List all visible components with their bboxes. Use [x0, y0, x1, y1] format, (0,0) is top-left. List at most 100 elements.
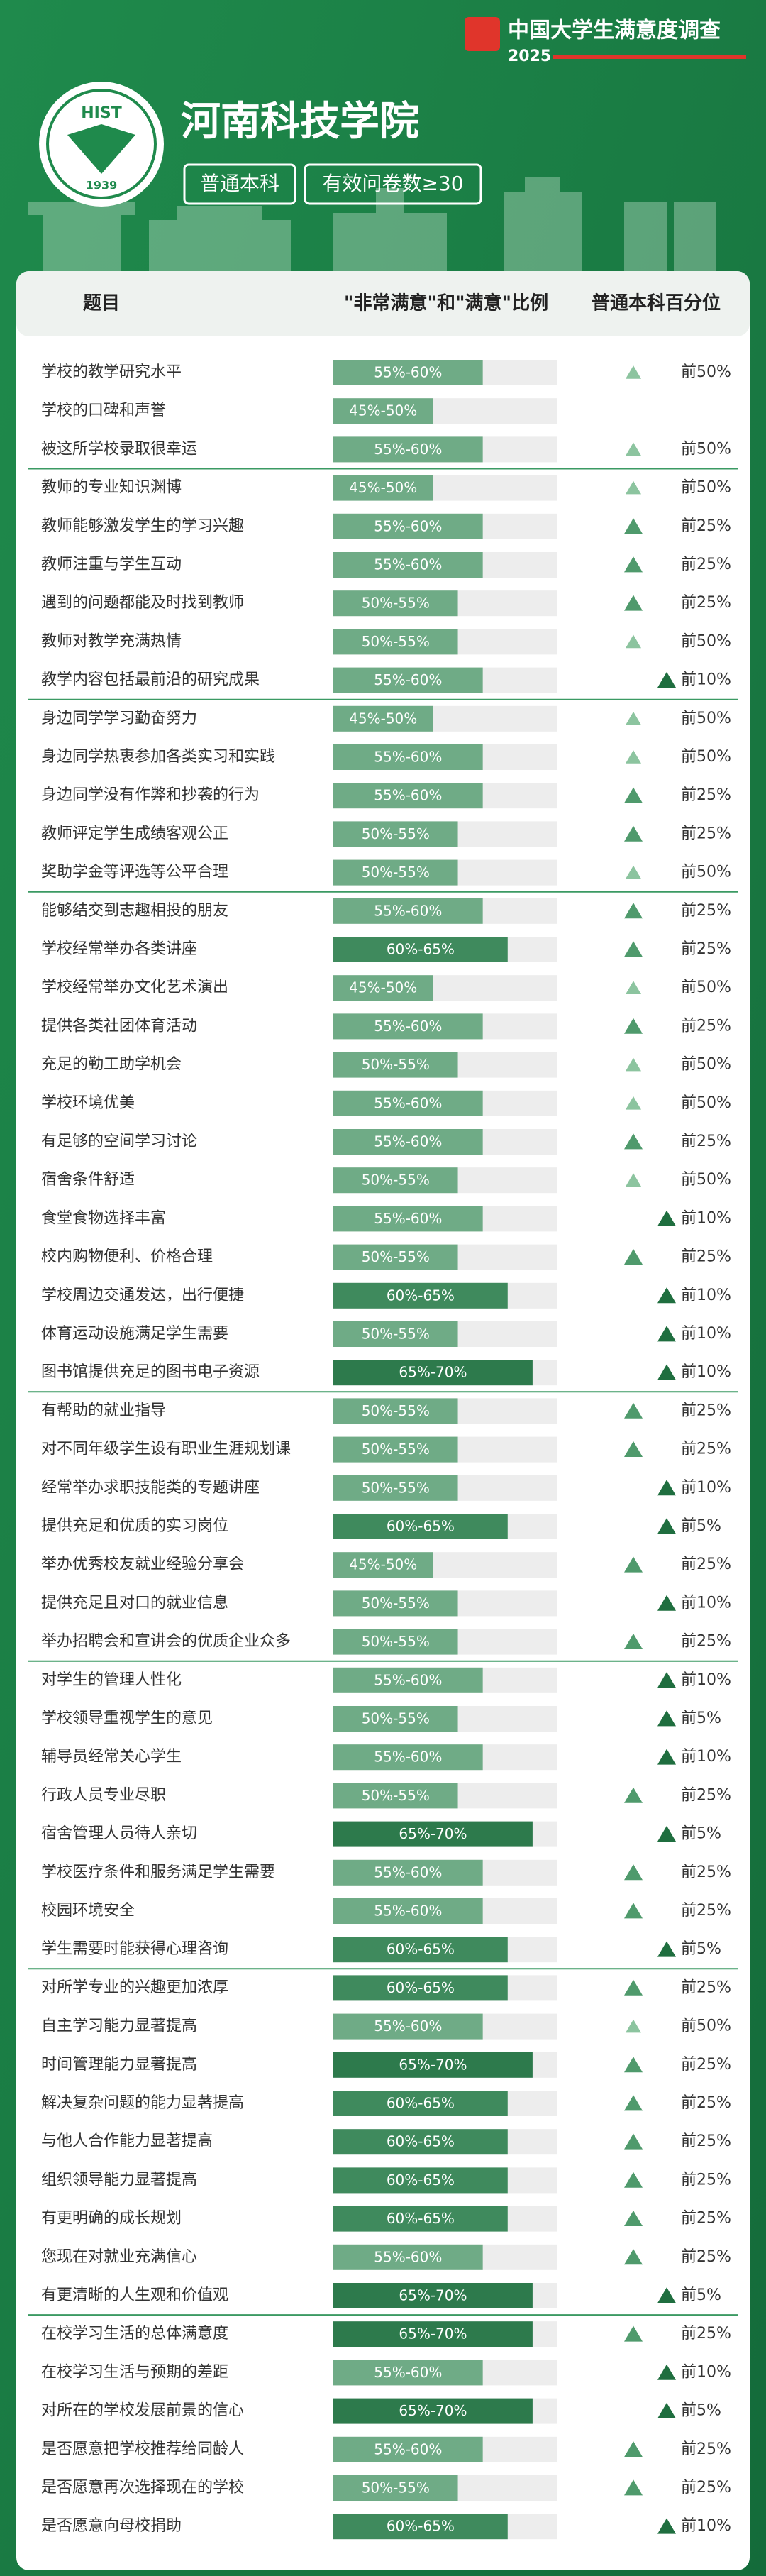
bar-label: 55%-60% — [374, 2248, 442, 2265]
rank-marker — [626, 981, 641, 994]
bar — [333, 1667, 483, 1693]
item-label: 教学内容包括最前沿的研究成果 — [41, 671, 260, 689]
bar — [333, 821, 458, 847]
rank-marker — [626, 634, 641, 649]
bar — [333, 1898, 483, 1924]
rank-marker — [624, 2325, 643, 2342]
rank-marker — [657, 1595, 676, 1611]
bar — [333, 2244, 483, 2270]
bar — [333, 513, 483, 539]
column-header: 普通本科百分位 — [592, 292, 721, 314]
bar-label: 55%-60% — [374, 517, 442, 534]
rank-label: 前10% — [681, 1594, 731, 1612]
column-header: 题目 — [83, 293, 120, 314]
bar-label: 55%-60% — [374, 787, 442, 804]
item-label: 是否愿意再次选择现在的学校 — [41, 2479, 244, 2497]
rank-label: 前25% — [681, 1402, 731, 1419]
bar — [333, 1859, 483, 1886]
rank-label: 前25% — [681, 2132, 731, 2150]
bar — [333, 1013, 483, 1040]
rank-label: 前25% — [681, 1633, 731, 1651]
rank-label: 前50% — [681, 363, 731, 381]
rank-label: 前25% — [681, 1902, 731, 1920]
bar — [333, 1206, 483, 1232]
bar-label: 50%-55% — [362, 1248, 430, 1265]
item-label: 宿舍条件舒适 — [41, 1171, 135, 1189]
rank-label: 前10% — [681, 1363, 731, 1381]
rank-label: 前10% — [681, 1671, 731, 1689]
bar — [333, 1821, 533, 1847]
rank-marker — [624, 595, 643, 611]
bar-label: 45%-50% — [349, 402, 417, 419]
bar-label: 60%-65% — [387, 2518, 455, 2535]
rank-label: 前25% — [681, 2440, 731, 2458]
logo-ring — [46, 89, 157, 199]
bar — [333, 1167, 458, 1194]
rank-label: 前50% — [681, 979, 731, 996]
rank-label: 前25% — [681, 2056, 731, 2074]
bar — [333, 937, 508, 962]
rank-marker — [624, 1979, 643, 1996]
bar — [333, 705, 433, 732]
rank-label: 前50% — [681, 2018, 731, 2035]
rank-marker — [624, 1133, 643, 1150]
rank-marker — [626, 1096, 641, 1110]
rank-label: 前25% — [681, 1978, 731, 1996]
rank-marker — [624, 2095, 643, 2111]
bar — [333, 1282, 508, 1309]
bar-label: 55%-60% — [374, 2018, 442, 2035]
rank-marker — [626, 365, 641, 379]
bar-label: 65%-70% — [399, 2325, 467, 2343]
bar-label: 55%-60% — [374, 2440, 442, 2457]
item-label: 在校学习生活与预期的差距 — [41, 2363, 228, 2381]
rank-label: 前10% — [681, 1325, 731, 1343]
bar-label: 55%-60% — [374, 749, 442, 766]
bar — [333, 2514, 508, 2540]
rank-marker — [626, 2019, 641, 2033]
rank-marker — [626, 480, 641, 495]
rank-label: 前25% — [681, 1786, 731, 1804]
rank-marker — [657, 2518, 676, 2534]
rank-marker — [624, 2441, 643, 2457]
rank-marker — [657, 2402, 676, 2418]
rank-label: 前25% — [681, 556, 731, 573]
item-label: 是否愿意向母校捐助 — [41, 2517, 182, 2535]
bar-label: 45%-50% — [349, 1556, 417, 1573]
rank-label: 前10% — [681, 2363, 731, 2381]
item-label: 与他人合作能力显著提高 — [41, 2132, 213, 2150]
item-label: 举办优秀校友就业经验分享会 — [41, 1556, 244, 1573]
bar-label: 60%-65% — [387, 2133, 455, 2150]
rank-marker — [657, 1710, 676, 1727]
item-label: 学校环境优美 — [41, 1094, 135, 1112]
rank-label: 前25% — [681, 940, 731, 958]
rank-marker — [624, 2249, 643, 2265]
rank-marker — [626, 442, 641, 456]
item-label: 行政人员专业尽职 — [41, 1786, 166, 1804]
rank-label: 前10% — [681, 1479, 731, 1497]
rank-label: 前25% — [681, 786, 731, 804]
bar-label: 55%-60% — [374, 441, 442, 458]
item-label: 教师能够激发学生的学习兴趣 — [41, 517, 244, 535]
rank-marker — [624, 787, 643, 803]
bar-label: 55%-60% — [374, 902, 442, 919]
rank-label: 前10% — [681, 671, 731, 689]
item-label: 充足的勤工助学机会 — [41, 1056, 182, 1074]
bar-label: 55%-60% — [374, 1210, 442, 1227]
item-label: 教师注重与学生互动 — [41, 556, 182, 573]
item-label: 提供充足且对口的就业信息 — [41, 1594, 228, 1612]
item-label: 时间管理能力显著提高 — [41, 2056, 197, 2074]
bar-label: 50%-55% — [362, 1710, 430, 1727]
bar — [333, 1590, 458, 1617]
bar — [333, 2167, 508, 2194]
bar — [333, 1398, 458, 1424]
bar — [333, 1360, 533, 1386]
item-label: 学校领导重视学生的意见 — [41, 1710, 213, 1727]
bar — [333, 1090, 483, 1116]
bar-label: 50%-55% — [362, 633, 430, 650]
rank-marker — [626, 711, 641, 725]
item-label: 有足够的空间学习讨论 — [41, 1133, 197, 1150]
bar-label: 55%-60% — [374, 1094, 442, 1111]
item-label: 您现在对就业充满信心 — [41, 2248, 197, 2266]
item-label: 身边同学学习勤奋努力 — [41, 710, 197, 727]
